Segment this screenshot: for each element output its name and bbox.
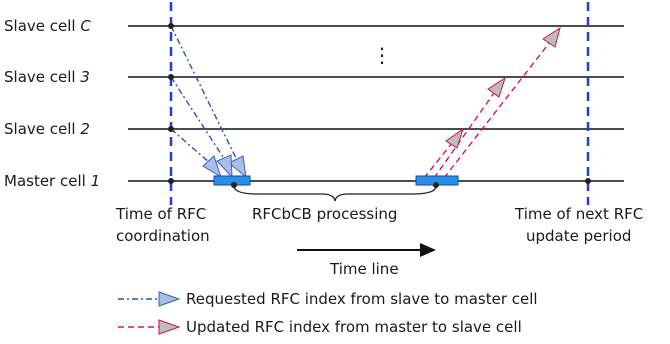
- coordination-label-line2: coordination: [116, 227, 210, 245]
- updated-arrow-to-slave-2: [423, 142, 453, 179]
- requested-arrowhead-3: [216, 154, 233, 179]
- row-label-slave-3: Slave cell 3: [4, 68, 90, 86]
- requested-arrow-from-slave-3: [170, 76, 226, 161]
- dot-slave-3: [168, 74, 174, 80]
- processing-brace: [233, 185, 437, 202]
- dot-next-period: [585, 178, 591, 184]
- updated-arrow-to-slave-3: [433, 92, 495, 179]
- coordination-label-line1: Time of RFC: [115, 205, 206, 223]
- row-label-master-1: Master cell 1: [4, 172, 100, 190]
- legend: Requested RFC index from slave to master…: [118, 290, 538, 336]
- row-label-slave-c: Slave cell C: [4, 17, 91, 35]
- legend-updated-text: Updated RFC index from master to slave c…: [186, 318, 522, 336]
- requested-arrowhead-c: [228, 155, 247, 179]
- next-update-label-line1: Time of next RFC: [514, 205, 643, 223]
- requested-arrowheads: [202, 154, 247, 179]
- row-label-slave-2: Slave cell 2: [4, 120, 90, 138]
- dot-slave-2: [168, 126, 174, 132]
- dot-processing-start: [231, 182, 237, 188]
- requested-arrow-from-slave-2: [170, 128, 211, 164]
- updated-arrow-to-slave-c: [443, 41, 551, 179]
- processing-label: RFCbCB processing: [252, 205, 397, 223]
- updated-arrows: [423, 41, 551, 179]
- timeline-label: Time line: [329, 260, 399, 278]
- dot-processing-end: [433, 182, 439, 188]
- event-dots: [168, 23, 591, 188]
- legend-updated-arrowhead: [158, 319, 181, 335]
- legend-requested-text: Requested RFC index from slave to master…: [186, 290, 538, 308]
- requested-arrows: [170, 25, 238, 164]
- dot-slave-c: [168, 23, 174, 29]
- ellipsis-more-slave-cells: ⋮: [372, 43, 392, 67]
- updated-arrowhead-2: [445, 127, 464, 149]
- updated-arrowhead-3: [487, 76, 506, 98]
- updated-arrowhead-c: [542, 26, 561, 48]
- requested-arrow-from-slave-c: [170, 25, 238, 161]
- requested-arrowhead-2: [202, 155, 222, 179]
- legend-requested-arrowhead: [158, 291, 181, 307]
- updated-arrowheads: [445, 26, 561, 149]
- timeline-arrowhead: [420, 243, 436, 257]
- dot-master-start: [168, 178, 174, 184]
- next-update-label-line2: update period: [526, 227, 631, 245]
